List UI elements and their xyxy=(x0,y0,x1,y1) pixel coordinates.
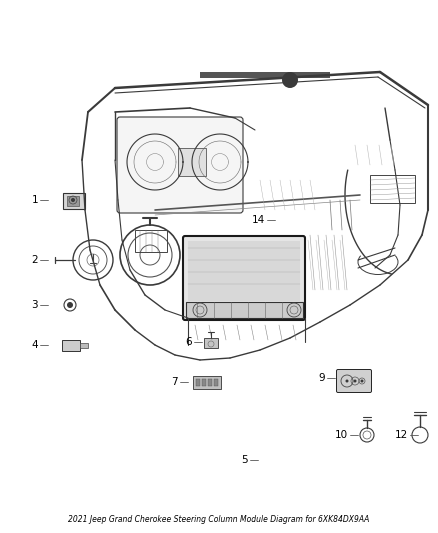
Text: 1: 1 xyxy=(32,195,38,205)
Text: 9: 9 xyxy=(318,373,325,383)
Text: 3: 3 xyxy=(32,300,38,310)
Bar xyxy=(193,376,221,389)
Circle shape xyxy=(346,379,349,383)
Bar xyxy=(178,148,206,176)
Bar xyxy=(80,343,88,348)
Circle shape xyxy=(282,72,298,88)
Bar xyxy=(135,230,167,252)
FancyBboxPatch shape xyxy=(117,117,243,213)
Text: 5: 5 xyxy=(241,455,248,465)
Circle shape xyxy=(71,198,75,202)
Text: 2021 Jeep Grand Cherokee Steering Column Module Diagram for 6XK84DX9AA: 2021 Jeep Grand Cherokee Steering Column… xyxy=(68,515,370,524)
Bar xyxy=(204,338,218,348)
Bar xyxy=(200,72,330,78)
Text: 14: 14 xyxy=(252,215,265,225)
Bar xyxy=(188,241,300,301)
Bar xyxy=(370,175,415,203)
Circle shape xyxy=(67,302,73,308)
Text: 10: 10 xyxy=(335,430,348,440)
Bar xyxy=(186,302,303,318)
Text: 4: 4 xyxy=(32,340,38,350)
Bar xyxy=(214,379,218,386)
Bar xyxy=(63,193,85,209)
Text: 7: 7 xyxy=(171,377,178,387)
Bar xyxy=(67,196,79,206)
Bar xyxy=(62,340,80,351)
Text: 2: 2 xyxy=(32,255,38,265)
Text: 6: 6 xyxy=(185,337,192,347)
Text: 12: 12 xyxy=(395,430,408,440)
Bar xyxy=(202,379,206,386)
Bar xyxy=(196,379,200,386)
Bar xyxy=(208,379,212,386)
Circle shape xyxy=(360,379,364,383)
FancyBboxPatch shape xyxy=(183,236,305,320)
Circle shape xyxy=(353,379,357,383)
FancyBboxPatch shape xyxy=(336,369,371,392)
